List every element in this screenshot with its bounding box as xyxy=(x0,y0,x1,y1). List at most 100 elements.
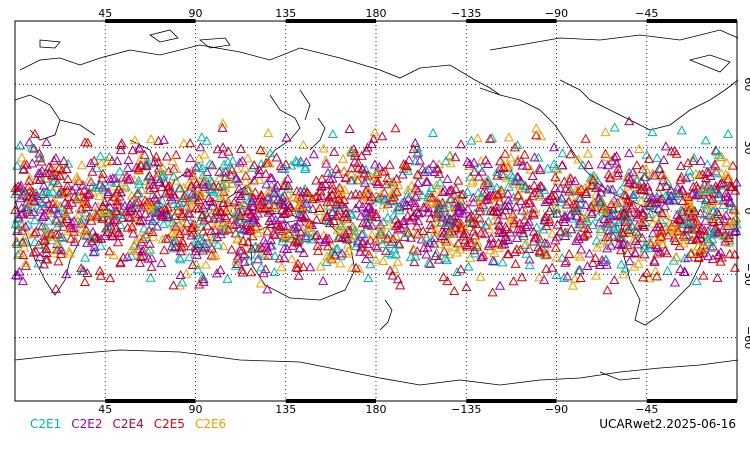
observation-marker xyxy=(322,196,333,207)
observation-marker xyxy=(183,201,194,211)
observation-marker xyxy=(340,202,351,212)
observation-marker xyxy=(363,188,374,198)
observation-marker xyxy=(245,267,257,277)
observation-marker xyxy=(54,163,65,173)
observation-marker xyxy=(484,224,495,234)
observation-marker xyxy=(724,248,735,258)
observation-marker xyxy=(18,249,29,260)
observation-marker xyxy=(158,219,169,229)
observation-marker xyxy=(706,212,717,223)
observation-marker xyxy=(508,179,519,189)
axis-labels: 45 90 135 180 −135 −90 −45 45 90 135 180 −135 −90 −45… xyxy=(0,7,750,416)
observation-marker xyxy=(386,177,398,187)
observation-marker xyxy=(51,215,62,225)
observation-marker xyxy=(512,190,523,200)
observation-marker xyxy=(671,148,682,158)
observation-marker xyxy=(270,229,281,240)
observation-marker xyxy=(485,180,497,190)
observation-marker xyxy=(171,163,182,173)
observation-marker xyxy=(320,155,331,165)
observation-marker xyxy=(136,237,147,247)
observation-marker xyxy=(723,173,734,183)
observation-marker xyxy=(691,180,702,190)
observation-marker xyxy=(112,199,123,209)
observation-marker xyxy=(378,200,389,210)
observation-marker xyxy=(308,149,319,159)
observation-marker xyxy=(698,270,709,280)
bottom-lon-label: 90 xyxy=(189,403,203,416)
observation-marker xyxy=(688,155,699,165)
observation-marker xyxy=(314,193,325,203)
observation-marker xyxy=(489,247,500,258)
observation-marker xyxy=(144,203,155,213)
observation-marker xyxy=(577,160,588,170)
observation-marker xyxy=(607,171,618,181)
observation-marker xyxy=(391,173,402,183)
observation-marker xyxy=(218,167,229,177)
observation-marker xyxy=(335,225,346,235)
observation-marker xyxy=(292,258,303,268)
observation-marker xyxy=(656,169,667,180)
observation-marker xyxy=(601,259,612,269)
observation-marker xyxy=(236,264,248,274)
observation-marker xyxy=(344,123,355,133)
observation-marker xyxy=(255,224,266,234)
observation-marker xyxy=(542,195,553,205)
observation-marker xyxy=(167,155,178,166)
observation-marker xyxy=(676,171,687,181)
observation-marker xyxy=(512,154,523,164)
observation-marker xyxy=(473,171,484,181)
observation-marker xyxy=(509,218,520,228)
observation-marker xyxy=(283,180,294,190)
observation-marker xyxy=(348,222,359,232)
observation-marker xyxy=(333,188,344,199)
observation-marker xyxy=(346,209,357,219)
observation-marker xyxy=(156,171,167,181)
observation-marker xyxy=(356,150,367,160)
observation-marker xyxy=(230,173,242,183)
observation-marker xyxy=(383,220,394,230)
observation-marker xyxy=(596,226,607,236)
observation-marker xyxy=(16,152,27,162)
top-lon-label: 45 xyxy=(98,7,112,20)
observation-marker xyxy=(212,219,223,229)
observation-marker xyxy=(241,223,252,233)
observation-marker xyxy=(575,193,586,203)
observation-marker xyxy=(353,157,364,167)
observation-marker xyxy=(516,272,527,282)
observation-marker xyxy=(369,127,380,137)
observation-marker xyxy=(222,218,234,228)
observation-marker xyxy=(231,218,242,229)
observation-marker xyxy=(315,261,326,271)
observation-marker xyxy=(609,122,620,132)
observation-marker xyxy=(657,207,668,217)
observation-marker xyxy=(96,158,107,168)
observation-marker xyxy=(348,230,359,240)
observation-marker xyxy=(462,204,473,214)
observation-marker xyxy=(115,219,126,229)
observation-marker xyxy=(531,130,542,140)
observation-marker xyxy=(197,245,209,255)
observation-marker xyxy=(177,277,188,287)
observation-marker xyxy=(660,245,671,255)
observation-marker xyxy=(220,171,231,182)
observation-marker xyxy=(675,264,686,274)
observation-marker xyxy=(531,222,542,232)
observation-marker xyxy=(487,255,498,265)
observation-marker xyxy=(170,175,181,185)
observation-marker xyxy=(550,242,561,252)
legend-item: C2E1 xyxy=(30,417,62,431)
observation-marker xyxy=(468,192,479,202)
observation-marker xyxy=(582,223,593,233)
bottom-lon-label: −135 xyxy=(451,403,481,416)
observation-marker xyxy=(652,236,663,246)
observation-marker xyxy=(387,270,398,280)
observation-marker xyxy=(645,239,656,249)
observation-marker xyxy=(256,203,267,213)
observation-marker xyxy=(501,172,512,182)
observation-marker xyxy=(230,260,241,270)
right-lat-label: 30 xyxy=(742,141,750,155)
observation-marker xyxy=(186,189,198,199)
observation-marker xyxy=(450,222,461,232)
observation-marker xyxy=(334,200,345,210)
